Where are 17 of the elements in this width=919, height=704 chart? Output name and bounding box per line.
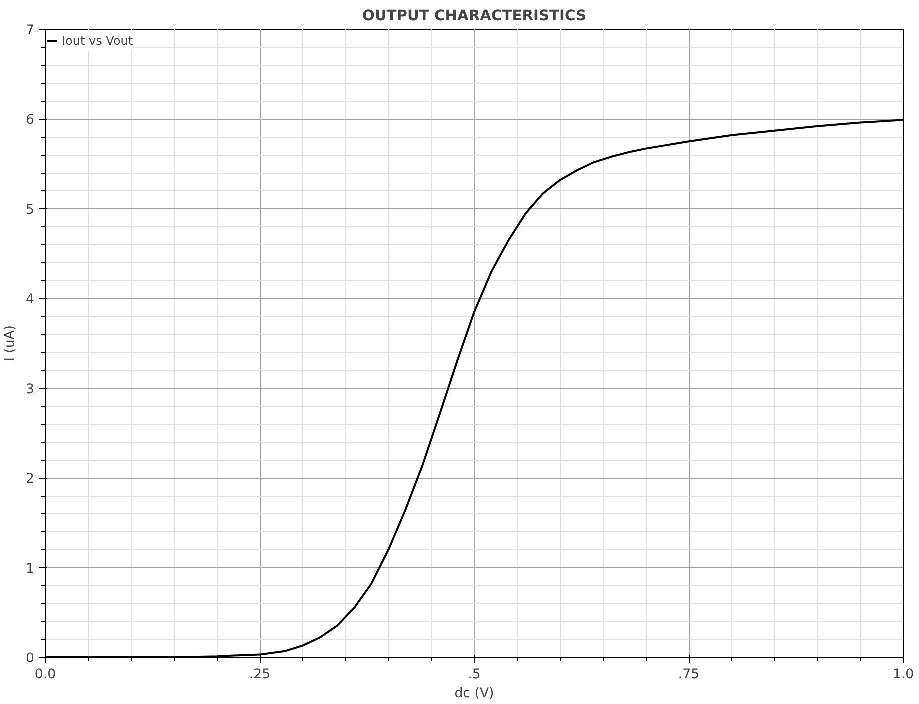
chart-title: OUTPUT CHARACTERISTICS [362,8,587,24]
x-axis-title: dc (V) [454,686,494,702]
y-tick-label: 1 [26,562,35,577]
x-tick-label: .25 [249,668,271,682]
x-tick-label: 0.0 [34,668,56,682]
x-tick-label: .75 [678,668,700,682]
y-axis-title: I (uA) [3,325,18,362]
y-tick-label: 0 [26,652,35,666]
y-tick-label: 6 [26,113,35,128]
x-tick-label: 1.0 [892,668,914,682]
y-tick-label: 5 [26,202,35,218]
text: Iout vs Vout [62,34,134,48]
y-tick-label: 3 [26,382,35,398]
x-tick-label: .5 [468,668,481,682]
y-tick-label: 4 [26,292,35,308]
y-tick-label: 7 [26,24,35,38]
y-tick-label: 2 [26,472,35,488]
